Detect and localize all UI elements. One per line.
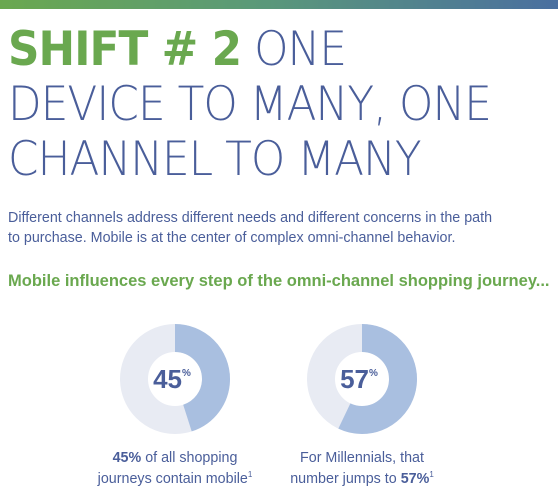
donut-pct-sign: %	[369, 368, 378, 379]
stat-caption: 45% of all shopping journeys contain mob…	[55, 448, 295, 490]
donut-chart-all-journeys: 45%	[120, 324, 230, 434]
donut-value-text: 45%	[153, 364, 191, 394]
caption-line2-lead: number jumps to	[290, 471, 401, 487]
stat-caption: For Millennials, that number jumps to 57…	[242, 448, 482, 490]
intro-text: Different channels address different nee…	[8, 208, 538, 248]
donut-value: 45	[153, 364, 182, 394]
intro-line2: to purchase. Mobile is at the center of …	[8, 230, 456, 246]
caption-line1-rest: of all shopping	[141, 450, 238, 466]
caption-bold-value: 57%	[400, 471, 430, 487]
headline-line1-rest: ONE	[241, 22, 347, 77]
caption-bold-value: 45%	[112, 450, 142, 466]
donut-chart-millennials: 57%	[307, 324, 417, 434]
subhead: Mobile influences every step of the omni…	[8, 272, 550, 290]
footnote-marker: 1	[429, 470, 434, 480]
stat-all-journeys: 45% 45% of all shopping journeys contain…	[55, 324, 295, 490]
intro-line1: Different channels address different nee…	[8, 210, 493, 226]
caption-line2: journeys contain mobile	[97, 471, 248, 487]
donut-arc	[307, 324, 417, 434]
top-gradient-bar	[0, 0, 558, 9]
donut-value-text: 57%	[340, 364, 378, 394]
donut-pct-sign: %	[182, 368, 191, 379]
donut-arc	[120, 324, 230, 434]
headline-line2: DEVICE TO MANY, ONE	[8, 77, 492, 132]
headline-line3: CHANNEL TO MANY	[8, 132, 422, 187]
headline-shift: SHIFT # 2	[8, 22, 242, 77]
caption-line1: For Millennials, that	[300, 450, 424, 466]
stat-millennials: 57% For Millennials, that number jumps t…	[242, 324, 482, 490]
donut-value: 57	[340, 364, 369, 394]
headline: SHIFT # 2 ONE DEVICE TO MANY, ONE CHANNE…	[8, 22, 515, 187]
footnote-marker: 1	[247, 470, 253, 480]
